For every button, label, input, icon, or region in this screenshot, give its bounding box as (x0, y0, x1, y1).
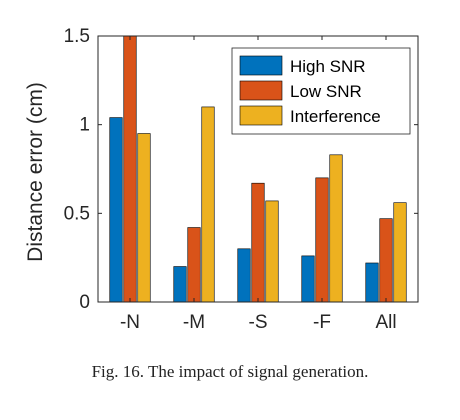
x-tick-label: -N (120, 312, 140, 333)
bar-chart: Distance error (cm) 0 0.5 1 1.5 -N -M -S -F All H… (24, 26, 419, 333)
bar-interference-0 (137, 133, 151, 303)
bar-interference-4 (393, 202, 407, 303)
legend-label: Interference (290, 107, 381, 126)
x-tick-label: All (375, 312, 396, 333)
bar-high-snr-0 (109, 117, 123, 303)
bar-high-snr-2 (237, 248, 251, 303)
y-tick-label: 0 (79, 292, 90, 313)
bar-high-snr-1 (173, 266, 187, 303)
legend-swatch (239, 105, 283, 126)
bar-low-snr-1 (187, 227, 201, 303)
legend-label: High SNR (290, 57, 366, 76)
figure-caption: Fig. 16. The impact of signal generation… (91, 362, 369, 381)
y-tick-label: 0.5 (64, 203, 90, 224)
bar-low-snr-0 (123, 35, 137, 303)
y-axis-label: Distance error (cm) (24, 82, 47, 262)
bar-low-snr-4 (379, 218, 393, 303)
bar-low-snr-2 (251, 182, 265, 303)
bar-interference-1 (201, 106, 215, 303)
bar-interference-2 (265, 200, 279, 303)
bar-low-snr-3 (315, 177, 329, 303)
y-tick-label: 1.5 (64, 26, 90, 47)
legend-swatch (239, 55, 283, 76)
y-tick-label: 1 (79, 115, 90, 136)
bar-interference-3 (329, 154, 343, 303)
x-tick-label: -S (249, 312, 268, 333)
legend-label: Low SNR (290, 82, 362, 101)
bar-high-snr-3 (301, 255, 315, 303)
x-tick-label: -M (183, 312, 205, 333)
bar-high-snr-4 (365, 262, 379, 303)
x-tick-label: -F (313, 312, 331, 333)
legend-swatch (239, 80, 283, 101)
